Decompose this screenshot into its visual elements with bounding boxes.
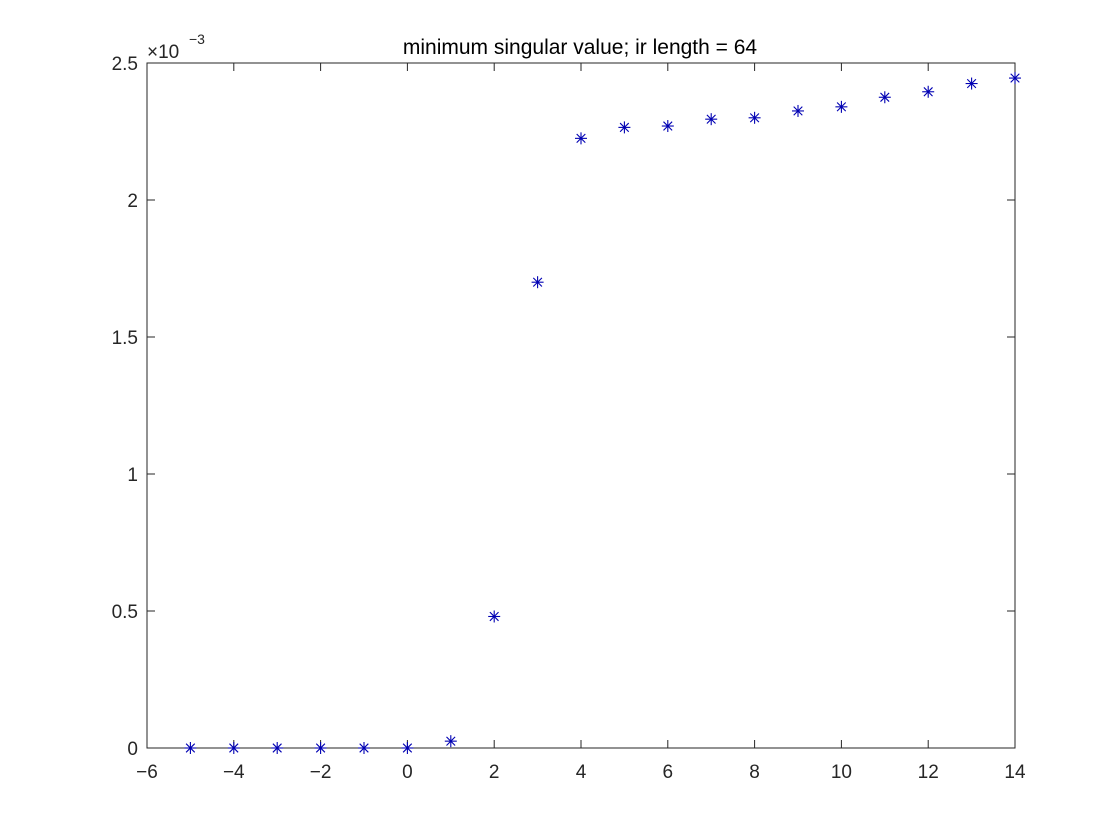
x-tick-label: −6 xyxy=(136,762,158,783)
data-point xyxy=(878,91,891,104)
x-axis: −6 −4 −2 0 2 4 6 8 10 12 14 xyxy=(136,63,1026,783)
data-point xyxy=(705,113,718,126)
data-point xyxy=(922,85,935,98)
x-tick-label: 4 xyxy=(576,762,587,783)
data-point xyxy=(358,742,370,754)
data-point xyxy=(575,132,587,145)
data-point xyxy=(531,276,544,289)
data-point xyxy=(488,610,501,623)
data-point xyxy=(227,742,240,754)
y-tick-label: 2.5 xyxy=(112,54,138,75)
data-point xyxy=(792,104,804,117)
x-tick-label: 6 xyxy=(663,762,674,783)
y-exponent-label: ×10 −3 xyxy=(147,31,205,63)
data-point xyxy=(618,121,631,134)
data-point xyxy=(835,100,848,113)
y-tick-label: 0 xyxy=(127,739,138,760)
y-tick-label: 0.5 xyxy=(112,602,138,623)
chart-title: minimum singular value; ir length = 64 xyxy=(403,36,758,59)
data-point xyxy=(314,742,327,754)
y-axis: 0 0.5 1 1.5 2 2.5 xyxy=(112,54,1015,760)
y-tick-label: 2 xyxy=(127,191,138,212)
y-tick-label: 1 xyxy=(127,465,138,486)
data-point xyxy=(401,742,414,754)
x-tick-label: −4 xyxy=(223,762,245,783)
x-tick-label: 0 xyxy=(402,762,413,783)
plot-area xyxy=(146,62,1016,749)
data-point xyxy=(661,120,674,133)
x-tick-label: −2 xyxy=(310,762,332,783)
data-point xyxy=(965,77,978,90)
data-point xyxy=(444,735,457,748)
data-points xyxy=(184,72,1021,754)
y-exponent-multiplier: ×10 xyxy=(147,42,179,63)
y-tick-label: 1.5 xyxy=(112,328,138,349)
x-tick-label: 2 xyxy=(489,762,500,783)
data-point xyxy=(748,111,761,124)
x-tick-label: 12 xyxy=(918,762,939,783)
data-point xyxy=(184,742,197,754)
x-tick-label: 8 xyxy=(749,762,760,783)
data-point xyxy=(271,742,284,754)
data-point xyxy=(1009,72,1021,85)
y-exponent-power: −3 xyxy=(189,31,205,47)
x-tick-label: 10 xyxy=(831,762,852,783)
x-tick-label: 14 xyxy=(1004,762,1026,783)
